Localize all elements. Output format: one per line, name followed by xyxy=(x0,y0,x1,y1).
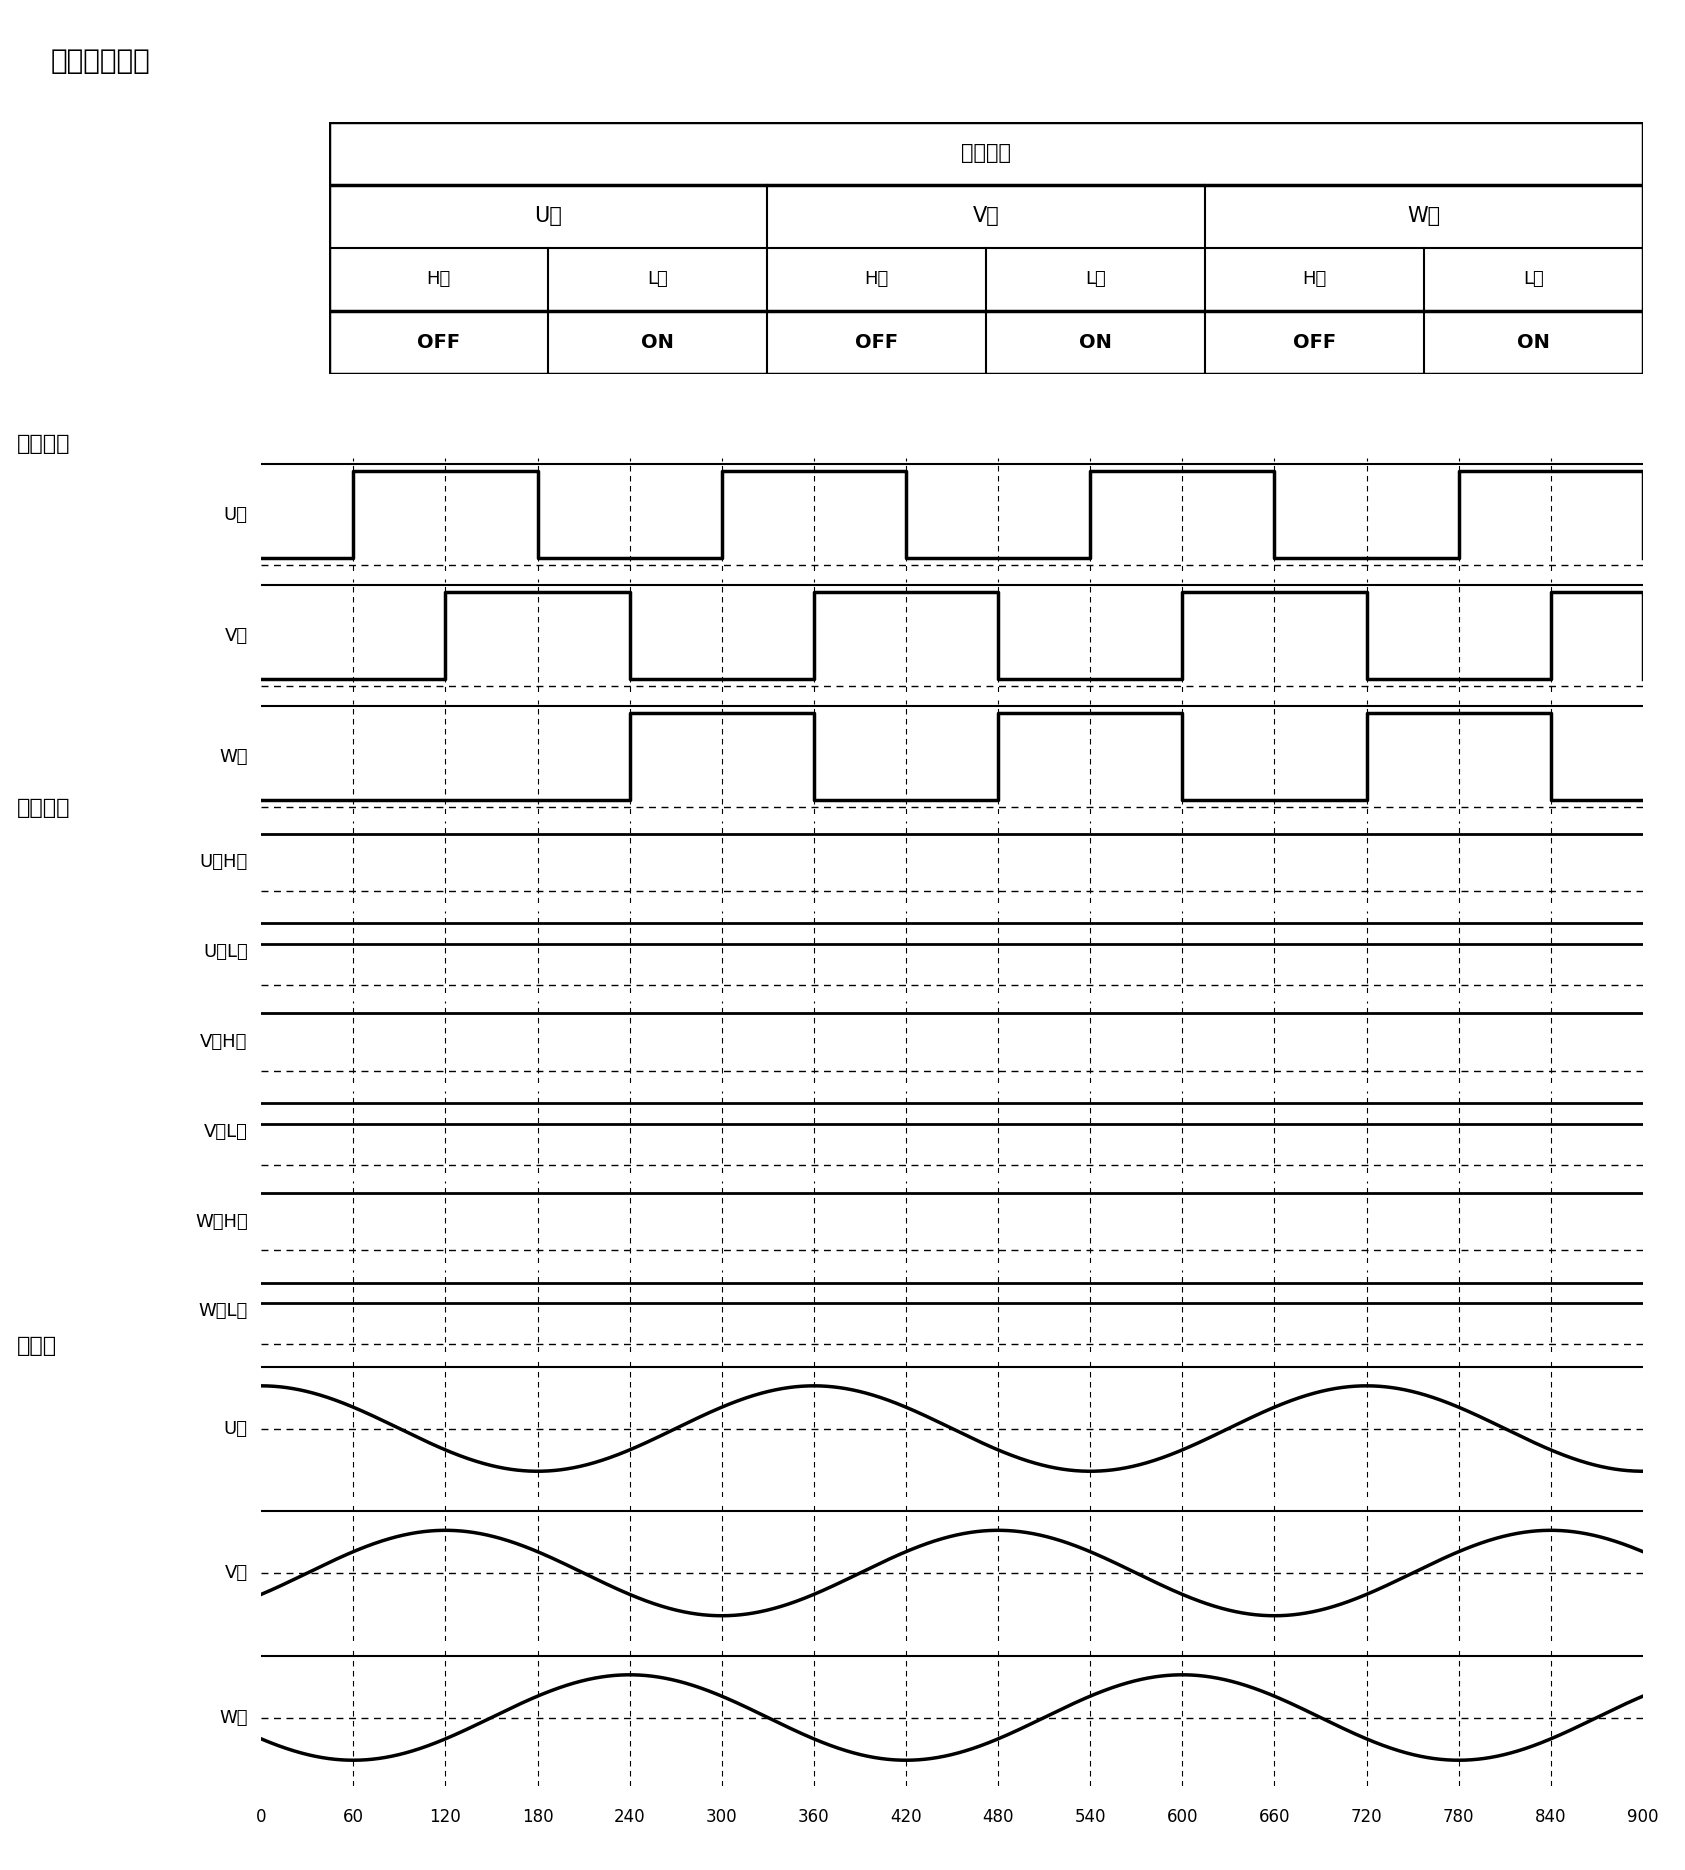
Text: W相H側: W相H側 xyxy=(195,1212,248,1230)
Text: U相: U相 xyxy=(224,1419,248,1438)
Text: H側: H側 xyxy=(426,271,450,288)
Text: V相: V相 xyxy=(972,206,999,226)
Text: L側: L側 xyxy=(1085,271,1105,288)
Text: H側: H側 xyxy=(1303,271,1326,288)
Text: 720: 720 xyxy=(1351,1808,1382,1827)
Text: 660: 660 xyxy=(1259,1808,1291,1827)
Text: ON: ON xyxy=(1516,333,1550,352)
Text: OFF: OFF xyxy=(1292,333,1336,352)
Text: L側: L側 xyxy=(647,271,667,288)
Text: W相: W相 xyxy=(1407,206,1441,226)
Text: U相L側: U相L側 xyxy=(202,942,248,961)
Text: 900: 900 xyxy=(1628,1808,1658,1827)
Text: 0: 0 xyxy=(256,1808,266,1827)
Text: 540: 540 xyxy=(1075,1808,1105,1827)
Text: U相H側: U相H側 xyxy=(199,853,248,871)
Text: W相: W相 xyxy=(219,748,248,767)
Text: 180: 180 xyxy=(522,1808,553,1827)
Text: U相: U相 xyxy=(224,505,248,524)
Text: 360: 360 xyxy=(799,1808,829,1827)
Text: 60: 60 xyxy=(342,1808,364,1827)
Text: V相L側: V相L側 xyxy=(204,1122,248,1141)
Text: 300: 300 xyxy=(706,1808,738,1827)
Text: 霍尔信号: 霍尔信号 xyxy=(17,434,71,454)
Text: V相H側: V相H側 xyxy=(201,1032,248,1051)
Text: 相电流: 相电流 xyxy=(17,1337,57,1356)
Text: 240: 240 xyxy=(613,1808,645,1827)
Text: L側: L側 xyxy=(1523,271,1543,288)
Text: 840: 840 xyxy=(1535,1808,1567,1827)
Text: ON: ON xyxy=(1078,333,1112,352)
Text: ON: ON xyxy=(640,333,674,352)
Text: W相: W相 xyxy=(219,1709,248,1726)
Text: 驱动信号: 驱动信号 xyxy=(17,798,71,817)
Text: 480: 480 xyxy=(982,1808,1014,1827)
Text: 780: 780 xyxy=(1442,1808,1474,1827)
Text: 驱动信号: 驱动信号 xyxy=(960,144,1011,163)
Text: W相L側: W相L側 xyxy=(199,1302,248,1320)
Text: 600: 600 xyxy=(1166,1808,1198,1827)
Text: 120: 120 xyxy=(430,1808,462,1827)
Text: OFF: OFF xyxy=(416,333,460,352)
Text: 420: 420 xyxy=(890,1808,922,1827)
Text: H側: H側 xyxy=(864,271,888,288)
Text: V相: V相 xyxy=(224,626,248,645)
Text: V相: V相 xyxy=(224,1563,248,1582)
Text: OFF: OFF xyxy=(854,333,898,352)
Text: U相: U相 xyxy=(534,206,561,226)
Text: 全相短路制动: 全相短路制动 xyxy=(51,47,150,75)
